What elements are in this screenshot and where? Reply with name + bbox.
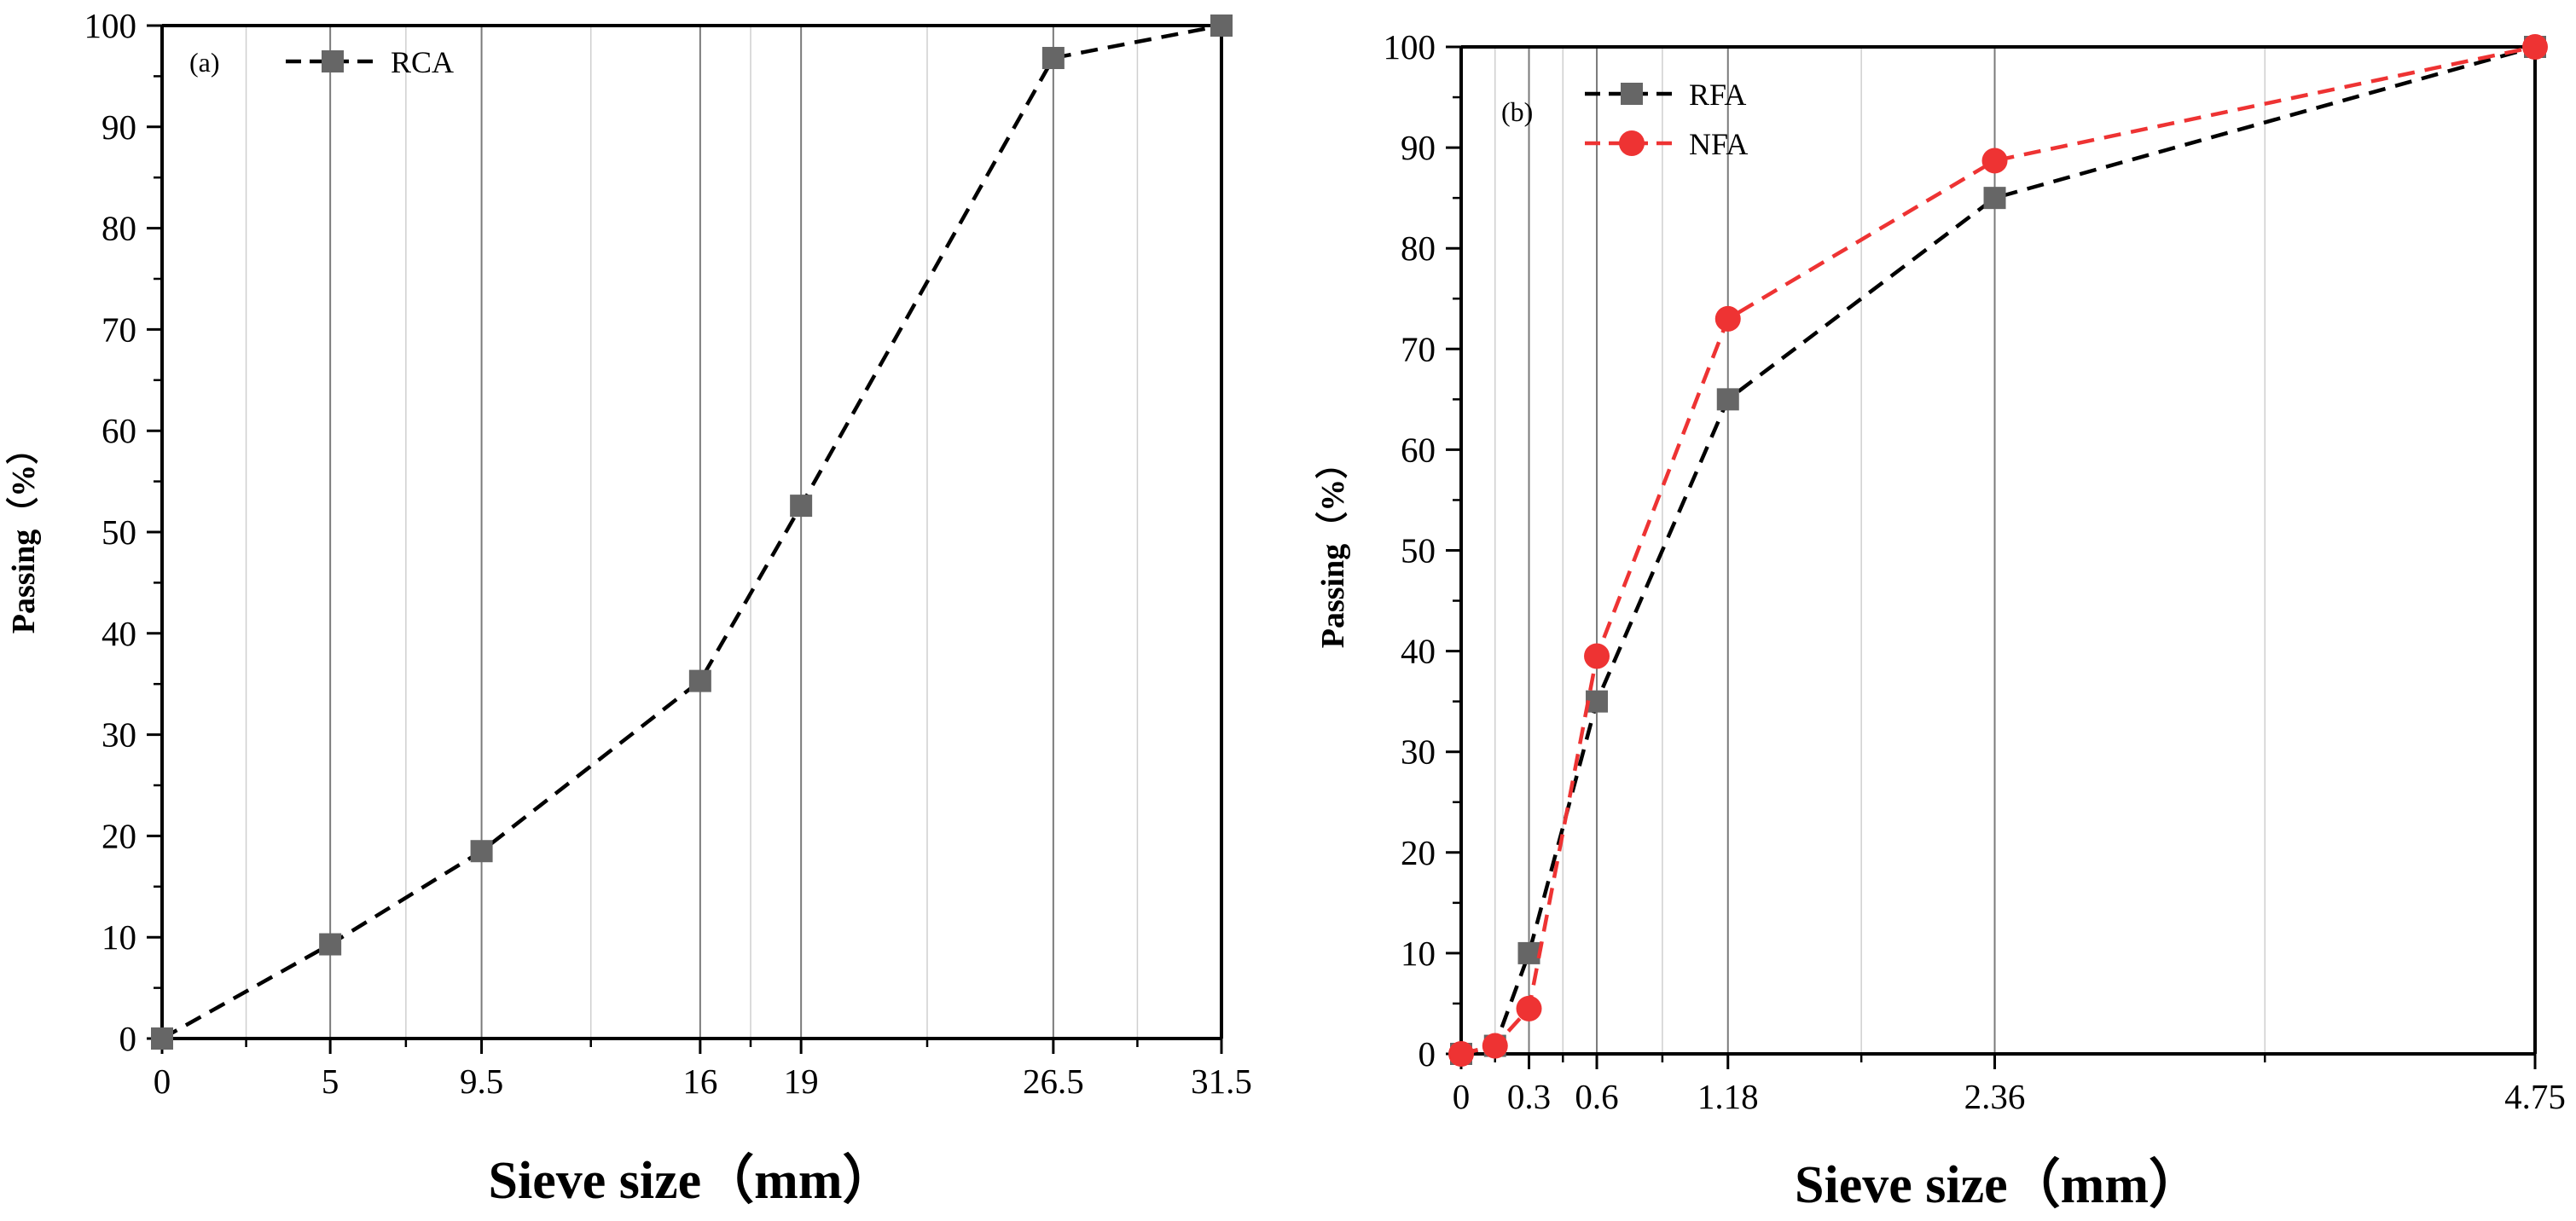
- data-point-rca: [151, 1027, 173, 1050]
- y-tick-label: 70: [102, 310, 136, 349]
- x-tick-label: 19: [784, 1062, 819, 1101]
- chart-panel-b: 0 10 20 30 40 50 60 70 80 90 100 0 0.3 0.6 1.18 2.36 4.7…: [1315, 27, 2566, 1214]
- data-point-nfa: [1714, 305, 1741, 332]
- data-point-rfa: [1983, 187, 2006, 210]
- y-tick-label: 50: [102, 512, 136, 552]
- y-tick-label: 80: [102, 209, 136, 248]
- y-tick-label: 60: [1401, 430, 1436, 469]
- y-tick-label: 90: [1401, 128, 1436, 167]
- panel-label: (a): [189, 47, 220, 78]
- panel-label: (b): [1501, 96, 1533, 127]
- data-point-rca: [688, 669, 711, 692]
- y-tick-label: 40: [102, 614, 136, 653]
- y-axis-title: Passing（%）: [1315, 447, 1351, 648]
- data-point-nfa: [2522, 34, 2548, 60]
- data-point-rca: [1041, 47, 1065, 70]
- y-tick-label: 80: [1401, 229, 1436, 268]
- y-tick-label: 40: [1401, 632, 1436, 671]
- y-tick-label: 10: [102, 917, 136, 957]
- x-tick-label: 16: [682, 1062, 717, 1101]
- y-axis-title: Passing（%）: [6, 432, 42, 634]
- x-tick-label: 26.5: [1023, 1062, 1084, 1101]
- data-point-nfa: [1516, 995, 1542, 1021]
- x-tick-label: 31.5: [1191, 1062, 1252, 1101]
- legend-marker: [322, 50, 344, 72]
- y-tick-label: 10: [1401, 934, 1436, 973]
- data-point-rca: [1210, 14, 1233, 37]
- data-point-rca: [319, 933, 342, 956]
- x-axis-title: Sieve size（mm）: [489, 1150, 896, 1210]
- y-tick-label: 0: [1419, 1034, 1436, 1073]
- x-axis-title: Sieve size（mm）: [1795, 1154, 2202, 1214]
- data-point-nfa: [1584, 643, 1610, 669]
- y-tick-label: 70: [1401, 329, 1436, 368]
- x-tick-label: 1.18: [1697, 1077, 1759, 1116]
- legend-label: RCA: [391, 45, 454, 79]
- legend-label: RFA: [1689, 78, 1746, 112]
- x-tick-label: 5: [322, 1062, 339, 1101]
- x-tick-label: 0: [154, 1062, 171, 1101]
- legend-marker: [1619, 130, 1645, 156]
- x-tick-label: 0.6: [1575, 1077, 1618, 1116]
- y-tick-label: 30: [102, 715, 136, 755]
- data-point-nfa: [1981, 148, 2008, 174]
- data-point-nfa: [1482, 1033, 1508, 1059]
- y-tick-label: 100: [1384, 27, 1436, 67]
- data-point-rfa: [1716, 388, 1739, 411]
- y-tick-label: 90: [102, 107, 136, 147]
- y-tick-label: 30: [1401, 732, 1436, 772]
- y-tick-label: 20: [1401, 833, 1436, 872]
- y-tick-label: 100: [84, 6, 137, 45]
- x-tick-label: 0.3: [1507, 1077, 1551, 1116]
- data-point-rfa: [1517, 941, 1540, 964]
- x-tick-label: 9.5: [460, 1062, 503, 1101]
- data-point-rca: [470, 840, 493, 863]
- data-point-rca: [790, 495, 813, 518]
- data-point-nfa: [1448, 1041, 1474, 1067]
- legend-marker: [1621, 83, 1643, 105]
- y-tick-label: 20: [102, 816, 136, 855]
- x-tick-label: 0: [1453, 1077, 1471, 1116]
- x-tick-label: 2.36: [1964, 1077, 2026, 1116]
- y-tick-label: 60: [102, 411, 136, 450]
- y-tick-label: 50: [1401, 531, 1436, 570]
- chart-panel-a: 0 10 20 30 40 50 60 70 80 90 100 0 5 9.5 16 19 26.5 31.5 S…: [6, 6, 1252, 1210]
- x-tick-label: 4.75: [2504, 1077, 2566, 1116]
- y-tick-label: 0: [119, 1019, 137, 1058]
- legend-label: NFA: [1689, 127, 1748, 161]
